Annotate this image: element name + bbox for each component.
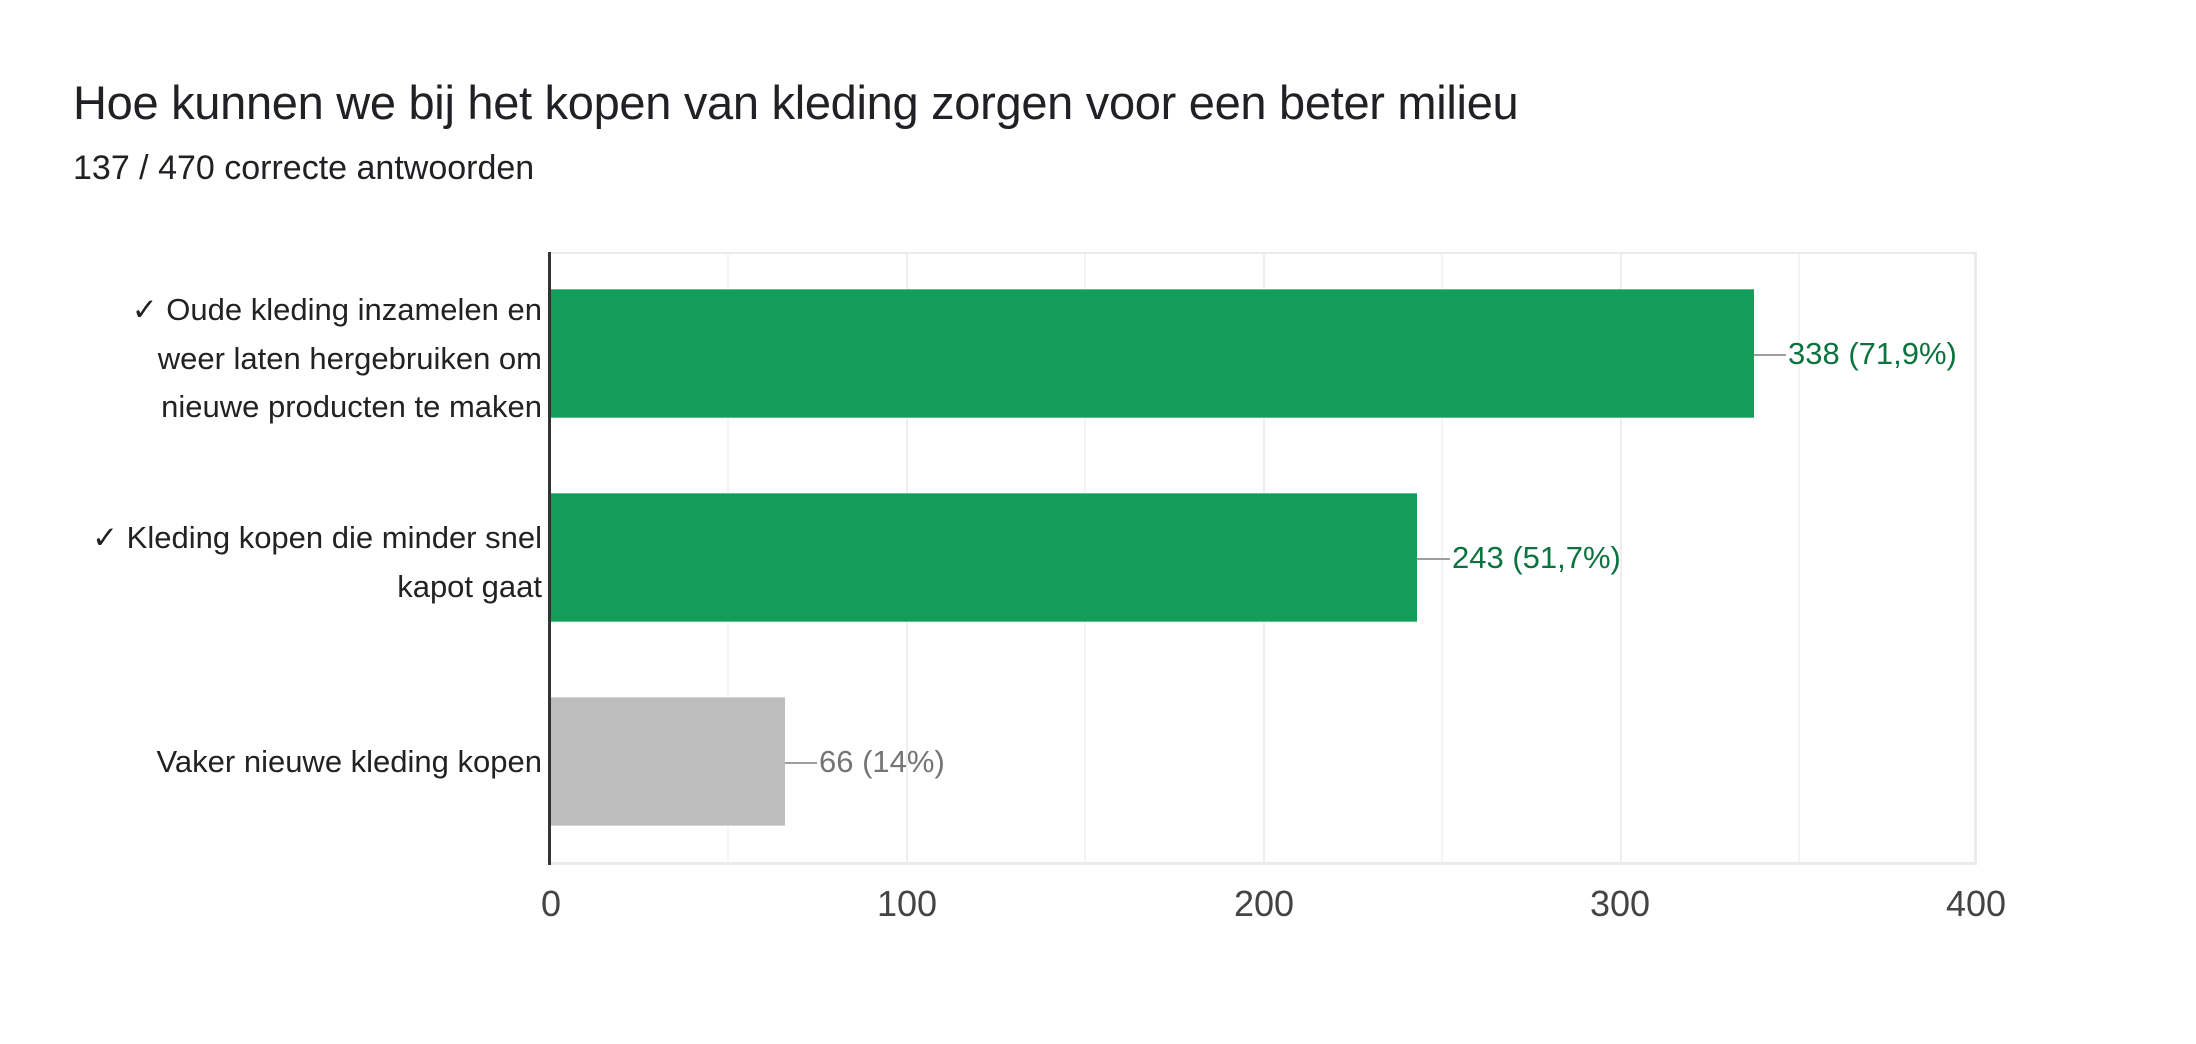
bar-correct-answer-1	[551, 289, 1754, 418]
category-label-line: weer laten hergebruiken om	[157, 340, 542, 376]
category-label-line: Vaker nieuwe kleding kopen	[156, 744, 542, 779]
gridline-350	[1798, 254, 1800, 862]
bar-wrong-answer	[551, 697, 785, 826]
x-tick-label: 100	[876, 883, 938, 924]
question-title: Hoe kunnen we bij het kopen van kleding …	[73, 76, 1519, 129]
value-label: 338 (71,9%)	[1788, 336, 1957, 371]
x-tick-label: 400	[1945, 883, 2007, 924]
x-tick-label: 0	[540, 883, 562, 924]
leader-line	[785, 762, 817, 764]
y-axis-line	[548, 252, 551, 865]
category-label-line: kapot gaat	[397, 568, 542, 604]
value-label: 243 (51,7%)	[1452, 540, 1621, 575]
category-label-line: ✓ Kleding kopen die minder snel	[92, 520, 542, 555]
x-tick-label: 300	[1589, 883, 1651, 924]
category-label: ✓ Oude kleding inzamelen en weer laten h…	[132, 286, 542, 432]
category-label: ✓ Kleding kopen die minder snel kapot ga…	[92, 514, 542, 611]
value-label: 66 (14%)	[819, 744, 945, 779]
leader-line	[1417, 558, 1450, 560]
category-label-line: nieuwe producten te maken	[161, 389, 542, 424]
leader-line	[1754, 354, 1786, 356]
gridline-300	[1620, 254, 1622, 862]
bar-correct-answer-2	[551, 493, 1417, 622]
category-label: Vaker nieuwe kleding kopen	[157, 738, 542, 787]
category-label-line: ✓ Oude kleding inzamelen en	[131, 292, 542, 327]
x-tick-label: 200	[1233, 883, 1295, 924]
correct-answers-count: 137 / 470 correcte antwoorden	[73, 149, 535, 187]
